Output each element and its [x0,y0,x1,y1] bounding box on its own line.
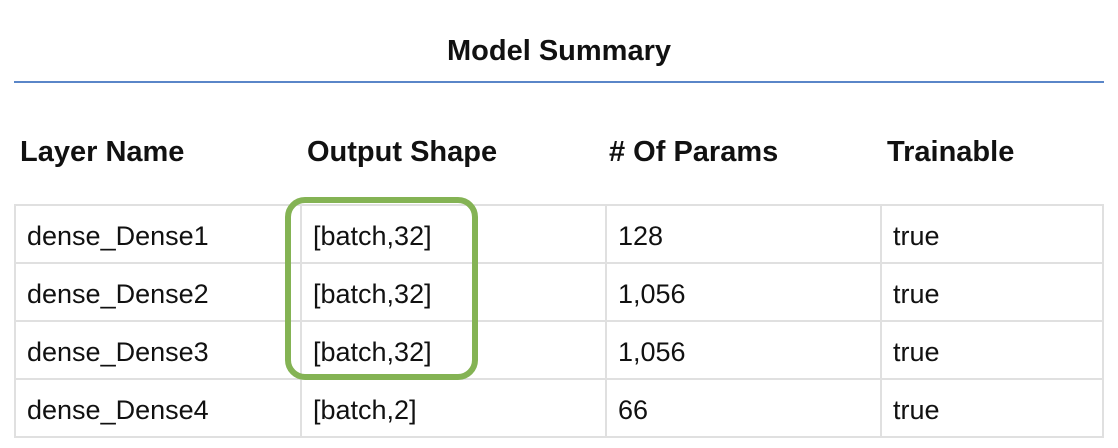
table-row-divider [14,378,1104,380]
column-header-output-shape: Output Shape [307,136,498,168]
params-cell: 1,056 [618,279,686,309]
table-column-divider [300,204,302,437]
table-row-divider [14,320,1104,322]
column-header-layer-name: Layer Name [20,136,185,168]
trainable-cell: true [893,395,940,425]
trainable-cell: true [893,337,940,367]
layer-name-cell: dense_Dense1 [27,221,209,251]
table-column-divider [880,204,882,437]
params-cell: 66 [618,395,649,425]
table-row-divider [14,436,1104,438]
output-shape-cell: [batch,2] [313,395,417,425]
table-column-divider [605,204,607,437]
params-cell: 1,056 [618,337,686,367]
summary-title: Model Summary [447,35,671,67]
params-cell: 128 [618,221,664,251]
layer-name-cell: dense_Dense3 [27,337,209,367]
layer-name-cell: dense_Dense2 [27,279,209,309]
title-divider [14,81,1104,83]
table-column-divider [14,204,16,437]
column-header-params: # Of Params [609,136,779,168]
column-header-trainable: Trainable [887,136,1015,168]
table-row-divider [14,204,1104,206]
trainable-cell: true [893,279,940,309]
table-column-divider [1102,204,1104,437]
layer-name-cell: dense_Dense4 [27,395,209,425]
trainable-cell: true [893,221,940,251]
output-shape-cell: [batch,32] [313,279,432,309]
table-row-divider [14,262,1104,264]
output-shape-cell: [batch,32] [313,337,432,367]
output-shape-highlight-box [285,197,478,380]
output-shape-cell: [batch,32] [313,221,432,251]
